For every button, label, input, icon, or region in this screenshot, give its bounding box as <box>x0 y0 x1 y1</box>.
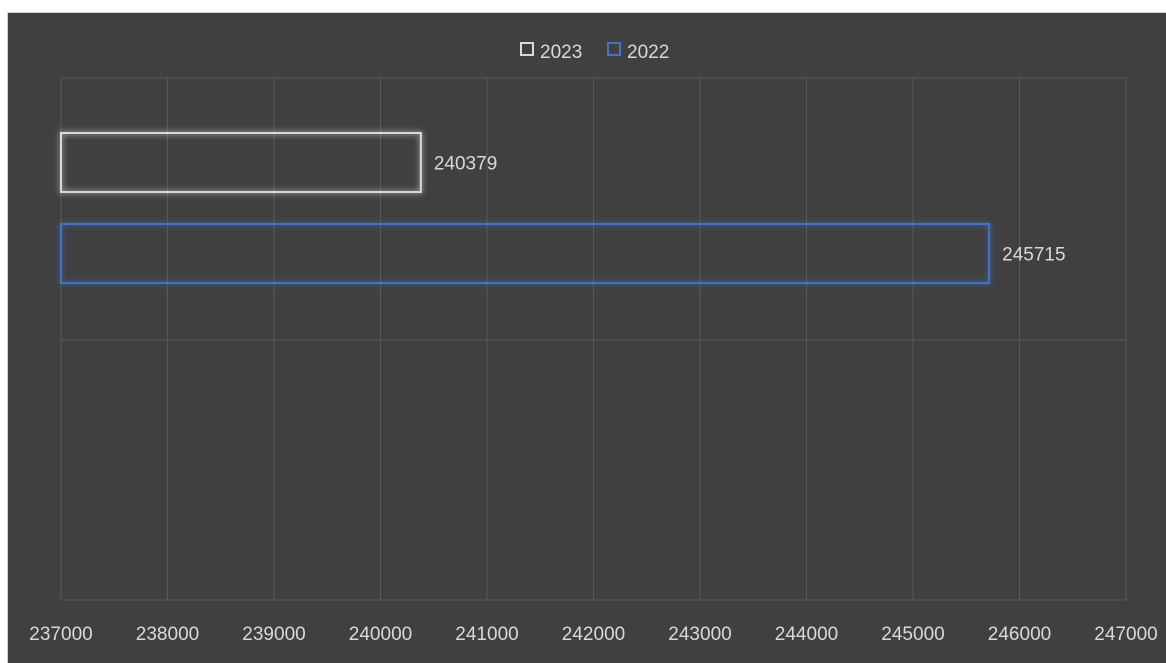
data-label-2023: 240379 <box>434 154 497 175</box>
legend-label-2023: 2023 <box>540 42 582 63</box>
bar-2022 <box>60 223 991 284</box>
x-tick-label-244000: 244000 <box>775 624 838 645</box>
bar-2023 <box>60 132 422 193</box>
x-tick-label-241000: 241000 <box>455 624 518 645</box>
data-label-2022: 245715 <box>1002 245 1065 266</box>
legend-label-2022: 2022 <box>627 42 669 63</box>
gridlines <box>60 77 1127 601</box>
x-tick-label-245000: 245000 <box>881 624 944 645</box>
x-tick-label-242000: 242000 <box>562 624 625 645</box>
x-axis-ticks: 237000 238000 239000 240000 241000 242000 2430… <box>29 624 1157 645</box>
legend-swatch-2022 <box>607 42 621 56</box>
x-tick-label-246000: 246000 <box>988 624 1051 645</box>
data-labels: 240379 245715 <box>434 154 1066 266</box>
legend: 2023 2022 <box>520 42 669 63</box>
x-tick-label-247000: 247000 <box>1094 624 1157 645</box>
legend-swatch-2023 <box>520 42 534 56</box>
x-tick-label-240000: 240000 <box>349 624 412 645</box>
x-tick-label-239000: 239000 <box>242 624 305 645</box>
chart-area <box>7 12 1166 663</box>
x-tick-label-237000: 237000 <box>29 624 92 645</box>
bars <box>60 132 991 284</box>
x-tick-label-238000: 238000 <box>136 624 199 645</box>
x-tick-label-243000: 243000 <box>668 624 731 645</box>
